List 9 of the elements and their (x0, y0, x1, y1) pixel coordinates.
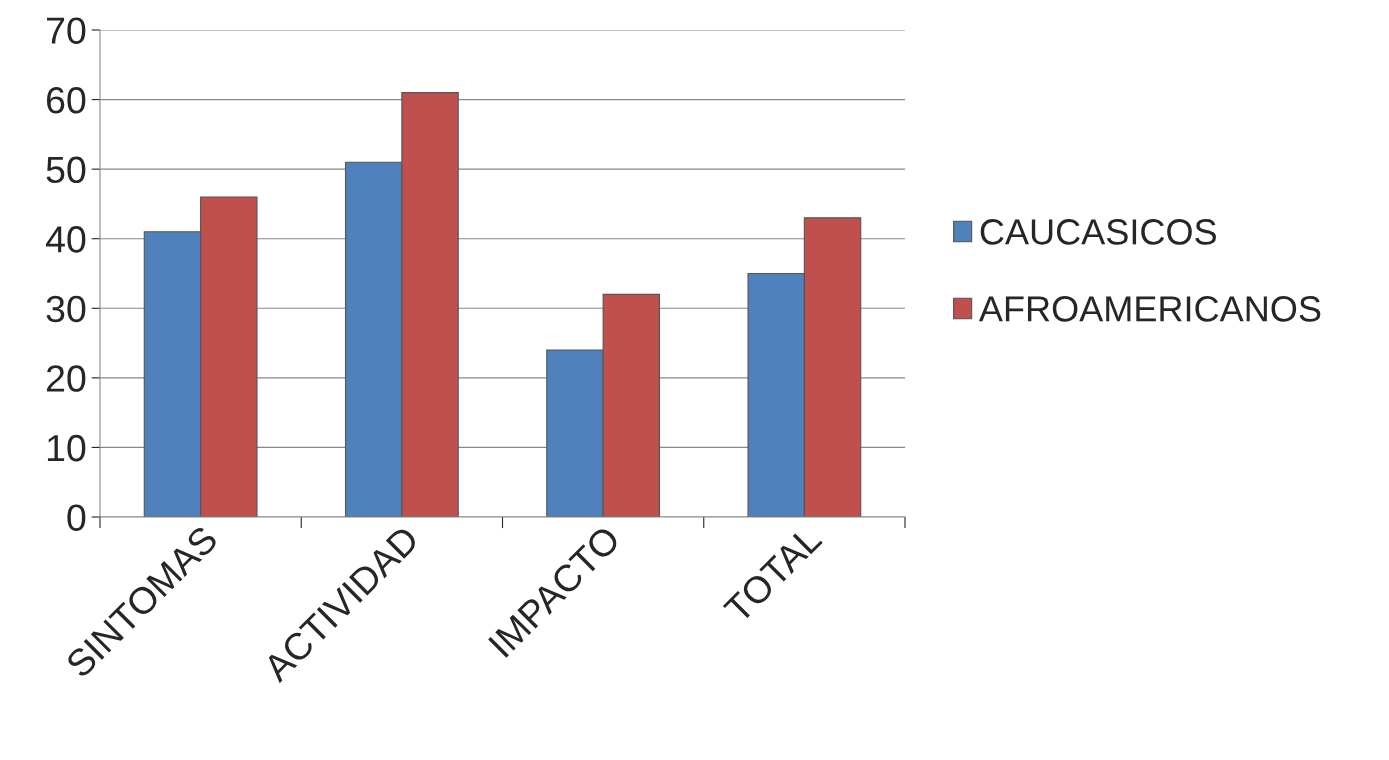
y-tick-label: 50 (46, 156, 86, 184)
y-tick-label: 70 (47, 17, 86, 44)
y-tick-label: 40 (45, 226, 86, 253)
y-tick-label: 10 (47, 434, 86, 462)
y-tick-label: 30 (46, 295, 86, 323)
legend-label: CAUCASICOS (980, 219, 1216, 245)
y-tick-label: 60 (47, 86, 86, 114)
legend-label: AFROAMERICANOS (978, 296, 1321, 322)
y-tick-label: 20 (46, 365, 86, 392)
